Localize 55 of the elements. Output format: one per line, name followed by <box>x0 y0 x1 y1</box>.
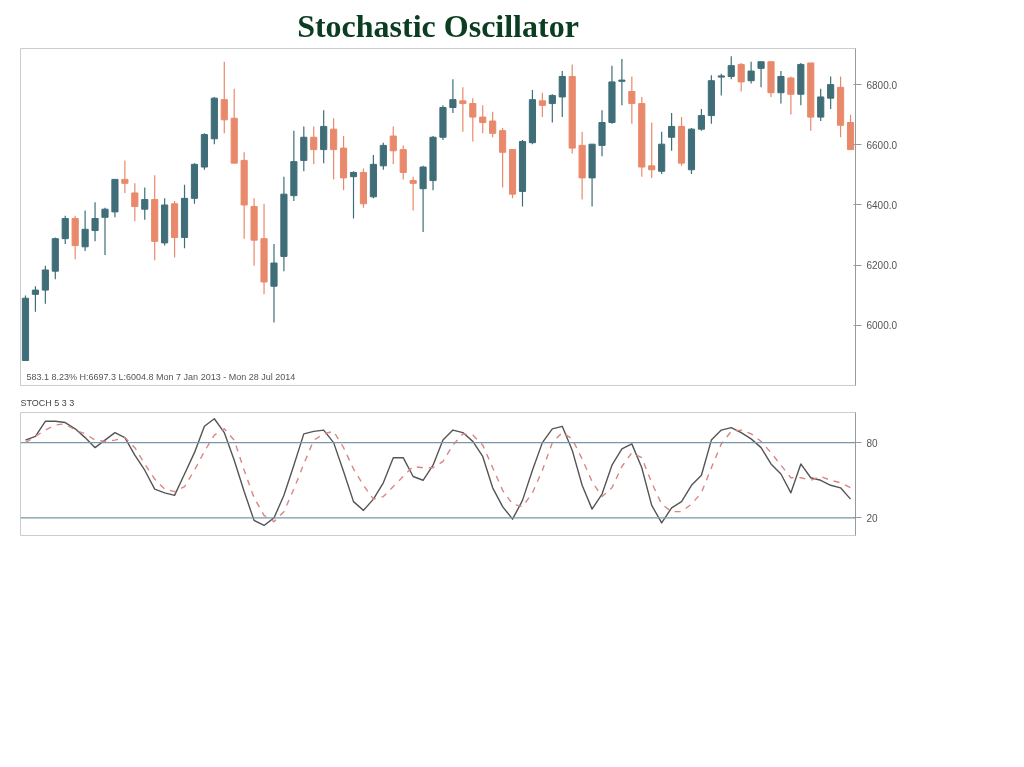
y-tick-label: 20 <box>866 512 879 524</box>
candlestick <box>548 93 556 124</box>
candlestick <box>538 92 546 118</box>
candlestick <box>379 142 387 171</box>
candlestick <box>310 125 318 165</box>
y-tick-label: 6000.0 <box>866 320 898 332</box>
annotation: 583.1 8.23% H:6697.3 L:6004.8 Mon 7 Jan 2013 - Mon 28 Jul 2014 <box>26 371 296 382</box>
y-tick-label: 6600.0 <box>866 139 898 151</box>
candlestick <box>449 78 457 114</box>
candlestick <box>489 111 497 138</box>
candlestick <box>727 55 735 80</box>
candlestick <box>101 207 109 256</box>
candlestick <box>469 97 477 143</box>
candlestick <box>399 144 407 180</box>
candlestick <box>757 61 765 88</box>
candlestick <box>737 62 745 93</box>
candlestick <box>787 75 795 115</box>
candlestick <box>817 88 825 122</box>
candlestick <box>330 117 338 180</box>
candlestick <box>697 108 705 132</box>
y-tick-label: 6400.0 <box>866 199 898 211</box>
candlestick <box>747 61 755 84</box>
candlestick <box>479 104 487 134</box>
y-tick-label: 6800.0 <box>866 79 898 91</box>
candlestick <box>270 243 278 324</box>
chart-title: Stochastic Oscillator <box>297 7 579 44</box>
text: STOCH 5 3 3 <box>20 397 75 408</box>
candlestick <box>628 75 636 125</box>
candlestick <box>499 127 507 189</box>
candlestick <box>349 170 358 220</box>
y-tick-label: 6200.0 <box>866 260 898 272</box>
candlestick <box>41 265 49 305</box>
candlestick <box>668 112 676 152</box>
candlestick <box>141 186 149 221</box>
candlestick <box>220 61 228 134</box>
candlestick <box>121 159 129 194</box>
candlestick <box>81 209 89 252</box>
candlestick <box>320 109 328 164</box>
candlestick <box>91 201 99 242</box>
candlestick <box>717 73 725 97</box>
candlestick <box>31 285 39 313</box>
candlestick <box>618 58 626 106</box>
y-tick-label: 80 <box>866 437 879 449</box>
candlestick <box>131 182 139 222</box>
candlestick <box>558 70 566 118</box>
candlestick <box>777 70 785 105</box>
candlestick <box>409 176 417 211</box>
candlestick <box>419 165 427 233</box>
candlestick <box>648 121 656 179</box>
candlestick <box>598 109 606 157</box>
candlestick <box>459 86 467 133</box>
candlestick <box>389 125 397 165</box>
candlestick <box>61 215 69 245</box>
candlestick <box>827 75 835 110</box>
candlestick <box>300 125 308 172</box>
